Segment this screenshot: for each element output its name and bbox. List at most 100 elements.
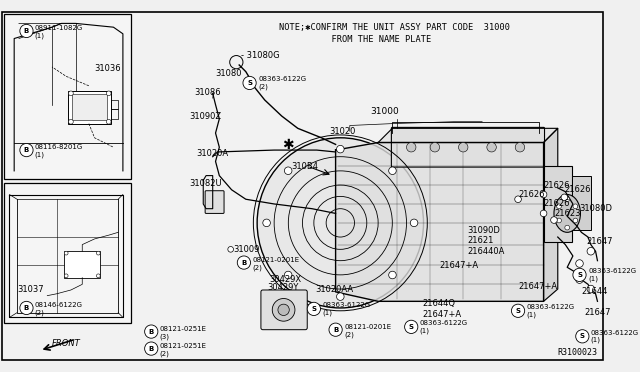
Text: 21647: 21647 bbox=[584, 308, 611, 317]
Text: B: B bbox=[241, 260, 246, 266]
Text: 31086: 31086 bbox=[195, 88, 221, 97]
Text: 31037: 31037 bbox=[17, 285, 44, 294]
Bar bbox=[543, 166, 572, 242]
Circle shape bbox=[511, 304, 525, 317]
Text: (1): (1) bbox=[588, 275, 598, 282]
Ellipse shape bbox=[554, 195, 580, 232]
Circle shape bbox=[263, 219, 270, 227]
Circle shape bbox=[406, 142, 416, 152]
Circle shape bbox=[20, 301, 33, 315]
Text: 08121-0201E: 08121-0201E bbox=[344, 324, 391, 330]
Text: 31080D: 31080D bbox=[579, 204, 612, 213]
Text: 08116-8201G: 08116-8201G bbox=[34, 144, 83, 150]
Circle shape bbox=[515, 196, 522, 202]
Text: 31090Z: 31090Z bbox=[189, 112, 221, 121]
Circle shape bbox=[557, 218, 561, 223]
Text: 21644: 21644 bbox=[581, 288, 608, 296]
Circle shape bbox=[573, 218, 578, 223]
Text: 21626: 21626 bbox=[518, 190, 545, 199]
Text: FROM THE NAME PLATE: FROM THE NAME PLATE bbox=[279, 35, 431, 44]
Text: 31020AA: 31020AA bbox=[316, 285, 354, 294]
Text: (1): (1) bbox=[420, 327, 429, 334]
Circle shape bbox=[329, 323, 342, 336]
Text: 31090D: 31090D bbox=[467, 226, 500, 235]
Text: 21647: 21647 bbox=[586, 237, 612, 246]
Circle shape bbox=[458, 142, 468, 152]
Text: 08363-6122G: 08363-6122G bbox=[588, 268, 636, 274]
Text: B: B bbox=[148, 328, 154, 334]
Bar bbox=[68, 90, 111, 124]
Text: 08363-6122G: 08363-6122G bbox=[527, 304, 575, 310]
Text: S: S bbox=[311, 306, 316, 312]
Circle shape bbox=[106, 91, 111, 96]
Circle shape bbox=[145, 325, 158, 338]
Text: 21644Q: 21644Q bbox=[422, 299, 456, 308]
Polygon shape bbox=[378, 128, 557, 142]
Text: S: S bbox=[247, 80, 252, 86]
Text: (1): (1) bbox=[527, 311, 536, 318]
Circle shape bbox=[106, 119, 111, 124]
Circle shape bbox=[515, 142, 525, 152]
Text: S: S bbox=[577, 272, 582, 278]
Text: 21626: 21626 bbox=[543, 199, 570, 208]
Circle shape bbox=[243, 76, 256, 90]
Text: 216440A: 216440A bbox=[467, 247, 504, 256]
Circle shape bbox=[228, 247, 234, 252]
Text: 21647+A: 21647+A bbox=[518, 282, 557, 291]
Text: 08911-1082G: 08911-1082G bbox=[34, 25, 83, 31]
Bar bbox=[572, 176, 591, 230]
Text: 310B4: 310B4 bbox=[291, 162, 318, 171]
Circle shape bbox=[576, 276, 583, 283]
Circle shape bbox=[284, 271, 292, 279]
Text: 31020: 31020 bbox=[329, 127, 355, 136]
Text: 08121-0201E: 08121-0201E bbox=[252, 257, 300, 263]
Text: 31009: 31009 bbox=[234, 245, 260, 254]
Circle shape bbox=[64, 274, 68, 278]
Text: 21621: 21621 bbox=[467, 236, 493, 245]
Text: S: S bbox=[516, 308, 520, 314]
Text: 08363-6122G: 08363-6122G bbox=[591, 330, 639, 336]
FancyBboxPatch shape bbox=[205, 191, 224, 214]
Circle shape bbox=[410, 219, 418, 227]
Circle shape bbox=[587, 285, 595, 293]
Circle shape bbox=[337, 293, 344, 300]
Bar bbox=[64, 251, 100, 278]
Text: 08363-6122G: 08363-6122G bbox=[420, 320, 468, 326]
Text: 08121-0251E: 08121-0251E bbox=[160, 326, 207, 332]
Text: 31080: 31080 bbox=[216, 69, 242, 78]
Circle shape bbox=[97, 251, 100, 255]
Circle shape bbox=[565, 197, 570, 202]
Circle shape bbox=[557, 204, 561, 209]
Text: 21647+A: 21647+A bbox=[440, 261, 479, 270]
Circle shape bbox=[565, 225, 570, 230]
Text: - 31080G: - 31080G bbox=[241, 51, 280, 60]
Circle shape bbox=[561, 194, 568, 201]
Circle shape bbox=[20, 24, 33, 38]
Circle shape bbox=[576, 260, 583, 267]
Polygon shape bbox=[543, 128, 557, 301]
Circle shape bbox=[430, 142, 440, 152]
Text: (1): (1) bbox=[34, 32, 44, 39]
Text: (1): (1) bbox=[323, 310, 332, 316]
Circle shape bbox=[540, 191, 547, 198]
Text: B: B bbox=[333, 327, 338, 333]
Circle shape bbox=[97, 274, 100, 278]
Text: 30429X: 30429X bbox=[269, 275, 301, 284]
Text: 21626: 21626 bbox=[564, 185, 591, 194]
Circle shape bbox=[68, 119, 73, 124]
Circle shape bbox=[64, 251, 68, 255]
Text: NOTE;✱CONFIRM THE UNIT ASSY PART CODE  31000: NOTE;✱CONFIRM THE UNIT ASSY PART CODE 31… bbox=[279, 23, 510, 32]
Text: R3100023: R3100023 bbox=[557, 348, 598, 357]
Circle shape bbox=[284, 167, 292, 174]
Text: 08363-6122G: 08363-6122G bbox=[323, 302, 371, 308]
Circle shape bbox=[145, 342, 158, 355]
Text: 31082U: 31082U bbox=[189, 179, 221, 187]
Text: (2): (2) bbox=[344, 331, 354, 338]
Text: 21647+A: 21647+A bbox=[422, 310, 461, 319]
Ellipse shape bbox=[257, 138, 424, 308]
Text: (3): (3) bbox=[160, 333, 170, 340]
Text: 31036: 31036 bbox=[95, 64, 121, 73]
Circle shape bbox=[587, 247, 595, 255]
Text: 31000: 31000 bbox=[371, 107, 399, 116]
Text: (2): (2) bbox=[160, 350, 170, 357]
